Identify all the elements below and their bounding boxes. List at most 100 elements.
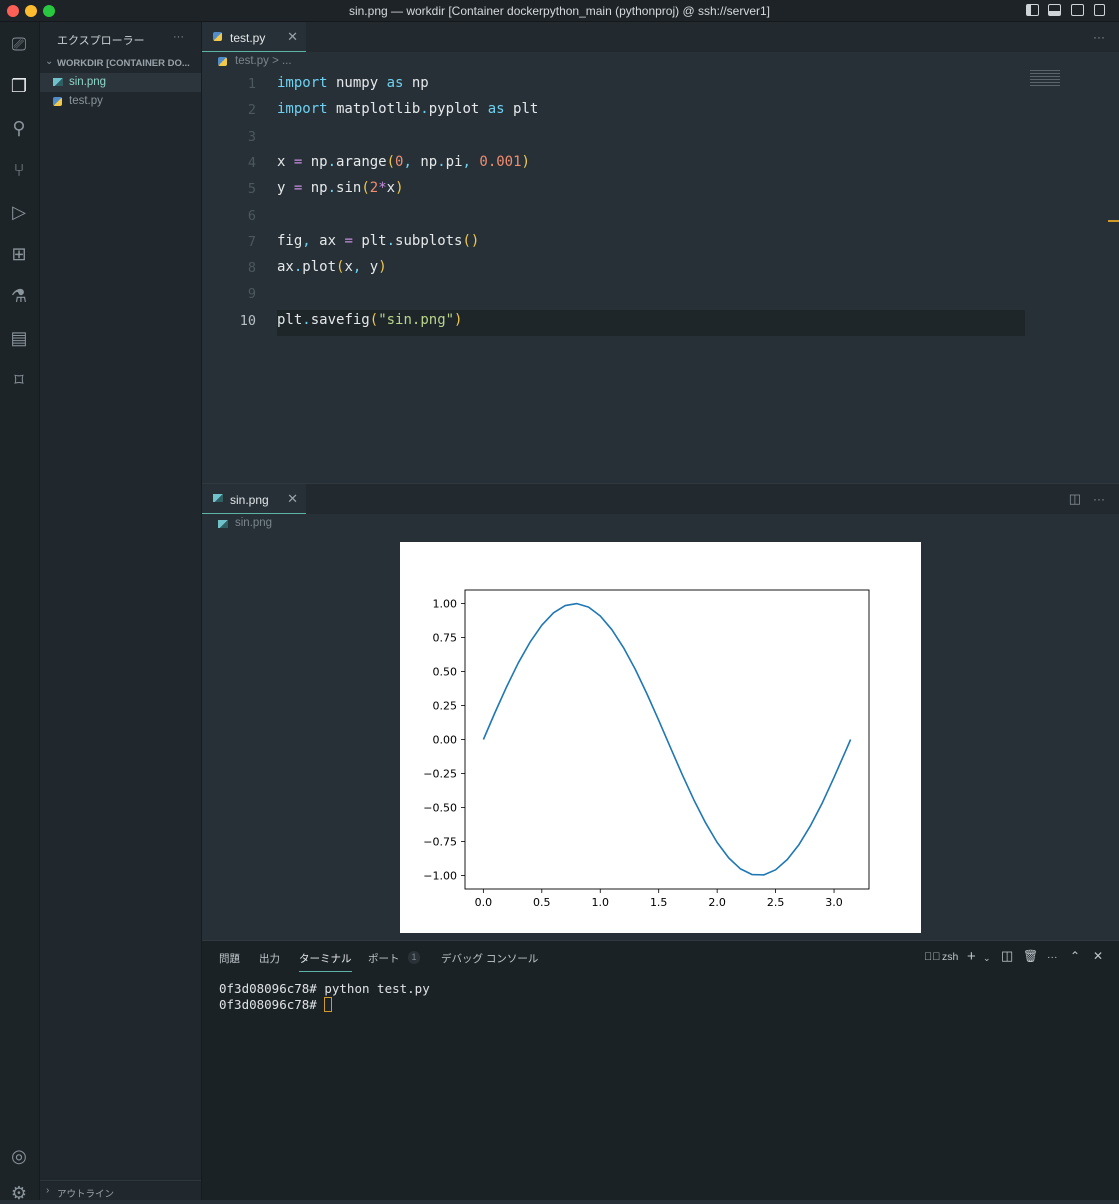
window-title: sin.png — workdir [Container dockerpytho… [348,4,771,18]
outline-section-header[interactable]: › アウトライン [40,1180,201,1200]
notebook-icon[interactable]: ▤ [10,328,28,348]
run-debug-icon[interactable]: ▷ [12,202,26,222]
extensions-icon[interactable]: ⊞ [11,244,27,264]
code-token: () [462,232,480,249]
terminal-prompt: 0f3d08096c78# [219,997,325,1012]
close-panel-icon[interactable]: ✕ [1093,949,1104,963]
y-tick-label: 0.75 [433,632,458,645]
code-token: ( [369,311,379,328]
terminal-shell-icon: ⟩⃞ [924,951,941,963]
minimize-window-button[interactable] [25,5,37,17]
chevron-down-icon[interactable]: ⌄ [983,953,991,963]
tab-label: sin.png [230,493,269,507]
tab-debug-console[interactable]: デバッグ コンソール [441,953,539,965]
python-icon [53,97,62,106]
settings-gear-icon[interactable]: ⚙ [10,1183,28,1203]
minimap[interactable] [1030,70,1060,88]
breadcrumb[interactable]: test.py > ... [202,52,1119,72]
customize-layout-icon[interactable] [1094,4,1105,16]
code-line: y = np.sin(2*x) [277,180,404,196]
figure-background [400,542,921,933]
tab-terminal[interactable]: ターミナル [299,951,352,972]
y-tick-label: −1.00 [423,869,457,882]
split-terminal-icon[interactable]: ◫ [1001,948,1014,963]
file-item-sin-png[interactable]: sin.png [40,73,201,92]
y-tick-label: −0.25 [423,767,457,780]
title-bar: sin.png — workdir [Container dockerpytho… [0,0,1119,22]
editor-group-image: sin.png ✕ ◫ ··· sin.png 0.0 0.5 1.0 1.5 2.0 2.… [202,483,1119,940]
code-token: plt [352,232,387,249]
line-number: 5 [247,181,256,198]
code-token: fig [277,232,303,249]
code-token: arange [336,153,387,170]
line-number: 9 [247,286,256,303]
toggle-panel-icon[interactable] [1048,4,1061,16]
testing-icon[interactable]: ⚗ [10,286,28,306]
code-token: , [352,259,362,276]
source-control-icon[interactable]: ⑂ [13,160,25,180]
terminal-shell-name[interactable]: zsh [942,951,959,963]
editor-area: test.py ✕ ··· test.py > ... 1 import numpy… [202,22,1119,940]
code-token: ax [277,259,294,276]
code-line: fig, ax = plt.subplots() [277,233,479,249]
tab-output[interactable]: 出力 [259,953,280,965]
toggle-sidebar-icon[interactable] [1026,4,1039,16]
code-token: "sin.png" [378,311,455,328]
tab-ports[interactable]: ポート [368,953,400,965]
code-token: sin [336,180,362,197]
more-actions-button[interactable]: ··· [1093,492,1105,506]
tab-test-py[interactable]: test.py ✕ [202,22,306,52]
toggle-secondary-sidebar-icon[interactable] [1071,4,1084,16]
file-item-test-py[interactable]: test.py [40,92,201,111]
terminal-line[interactable]: 0f3d08096c78# [219,997,333,1012]
new-terminal-icon[interactable]: + [967,948,976,965]
image-icon [218,520,228,528]
code-token: np [403,75,429,91]
line-number: 4 [247,154,256,171]
line-number: 7 [247,233,256,250]
bookmark-icon[interactable]: ⌑ [14,370,24,390]
close-tab-icon[interactable]: ✕ [287,29,298,44]
code-token: , [302,232,311,249]
code-token: . [386,232,396,249]
code-token: x [386,180,396,197]
code-token: import [277,75,328,91]
close-tab-icon[interactable]: ✕ [287,491,298,506]
split-editor-icon[interactable]: ◫ [1068,491,1081,506]
code-token: = [293,153,303,170]
code-token: ( [336,259,345,276]
x-tick-label: 1.0 [592,896,610,909]
y-tick-label: 0.25 [433,700,458,713]
code-token: plot [302,259,337,276]
folder-header[interactable]: ⌄ WORKDIR [CONTAINER DO... [40,55,201,73]
search-icon[interactable]: ⚲ [12,118,26,138]
y-tick-label: −0.50 [423,801,457,814]
breadcrumb[interactable]: sin.png [202,514,1119,534]
sin-plot-image: 0.0 0.5 1.0 1.5 2.0 2.5 3.0 1.00 0.75 0.50 0.25 0.0… [400,542,921,933]
scrollbar-marker [1108,220,1119,222]
tab-problems[interactable]: 問題 [219,953,240,965]
code-token: pyplot [428,101,488,118]
code-token: import [277,101,328,118]
tab-label: test.py [230,31,266,45]
maximize-panel-icon[interactable]: ⌃ [1070,949,1081,963]
code-token: 2 [369,180,379,197]
code-line: ax.plot(x, y) [277,259,387,275]
maximize-window-button[interactable] [43,5,55,17]
tab-sin-png[interactable]: sin.png ✕ [202,484,306,514]
account-icon[interactable]: ◎ [11,1146,27,1166]
line-number: 10 [239,312,256,329]
code-token: savefig [310,311,370,328]
code-line: x = np.arange(0, np.pi, 0.001) [277,154,530,170]
chevron-down-icon: ⌄ [45,56,54,67]
trash-icon[interactable]: 🗑 [1023,949,1039,963]
code-token: plt [504,101,539,118]
more-actions-icon[interactable]: ··· [1047,951,1058,963]
more-actions-button[interactable]: ··· [1093,30,1105,44]
explorer-icon[interactable]: ❐ [10,76,28,96]
more-actions-button[interactable]: ··· [173,31,184,43]
remote-explorer-icon[interactable]: ⎚ [11,34,27,54]
code-token: ) [395,180,404,197]
close-window-button[interactable] [7,5,19,17]
code-token: , [462,153,471,170]
